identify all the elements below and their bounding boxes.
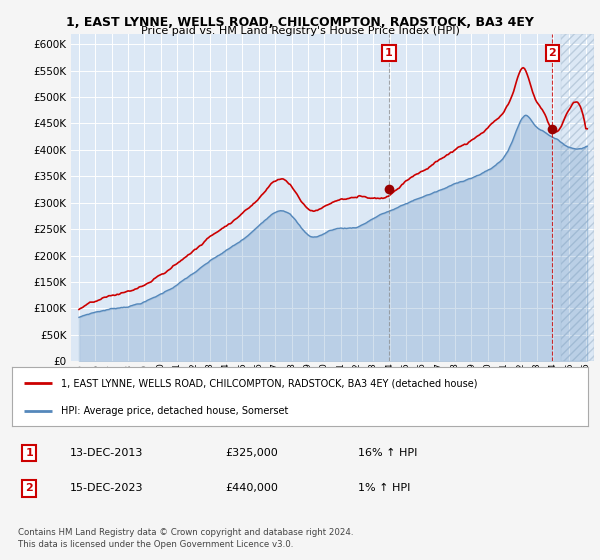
Text: 2: 2: [548, 48, 556, 58]
Text: £440,000: £440,000: [225, 483, 278, 493]
Text: 15-DEC-2023: 15-DEC-2023: [70, 483, 143, 493]
Text: 1, EAST LYNNE, WELLS ROAD, CHILCOMPTON, RADSTOCK, BA3 4EY (detached house): 1, EAST LYNNE, WELLS ROAD, CHILCOMPTON, …: [61, 378, 478, 388]
Text: Contains HM Land Registry data © Crown copyright and database right 2024.
This d: Contains HM Land Registry data © Crown c…: [18, 528, 353, 549]
Text: £325,000: £325,000: [225, 449, 278, 459]
Text: 1% ↑ HPI: 1% ↑ HPI: [358, 483, 410, 493]
Text: 13-DEC-2013: 13-DEC-2013: [70, 449, 143, 459]
Text: 1: 1: [385, 48, 393, 58]
Text: 16% ↑ HPI: 16% ↑ HPI: [358, 449, 417, 459]
Text: Price paid vs. HM Land Registry's House Price Index (HPI): Price paid vs. HM Land Registry's House …: [140, 26, 460, 36]
Text: 2: 2: [25, 483, 33, 493]
Text: 1: 1: [25, 449, 33, 459]
Text: 1, EAST LYNNE, WELLS ROAD, CHILCOMPTON, RADSTOCK, BA3 4EY: 1, EAST LYNNE, WELLS ROAD, CHILCOMPTON, …: [66, 16, 534, 29]
Text: HPI: Average price, detached house, Somerset: HPI: Average price, detached house, Some…: [61, 406, 289, 416]
